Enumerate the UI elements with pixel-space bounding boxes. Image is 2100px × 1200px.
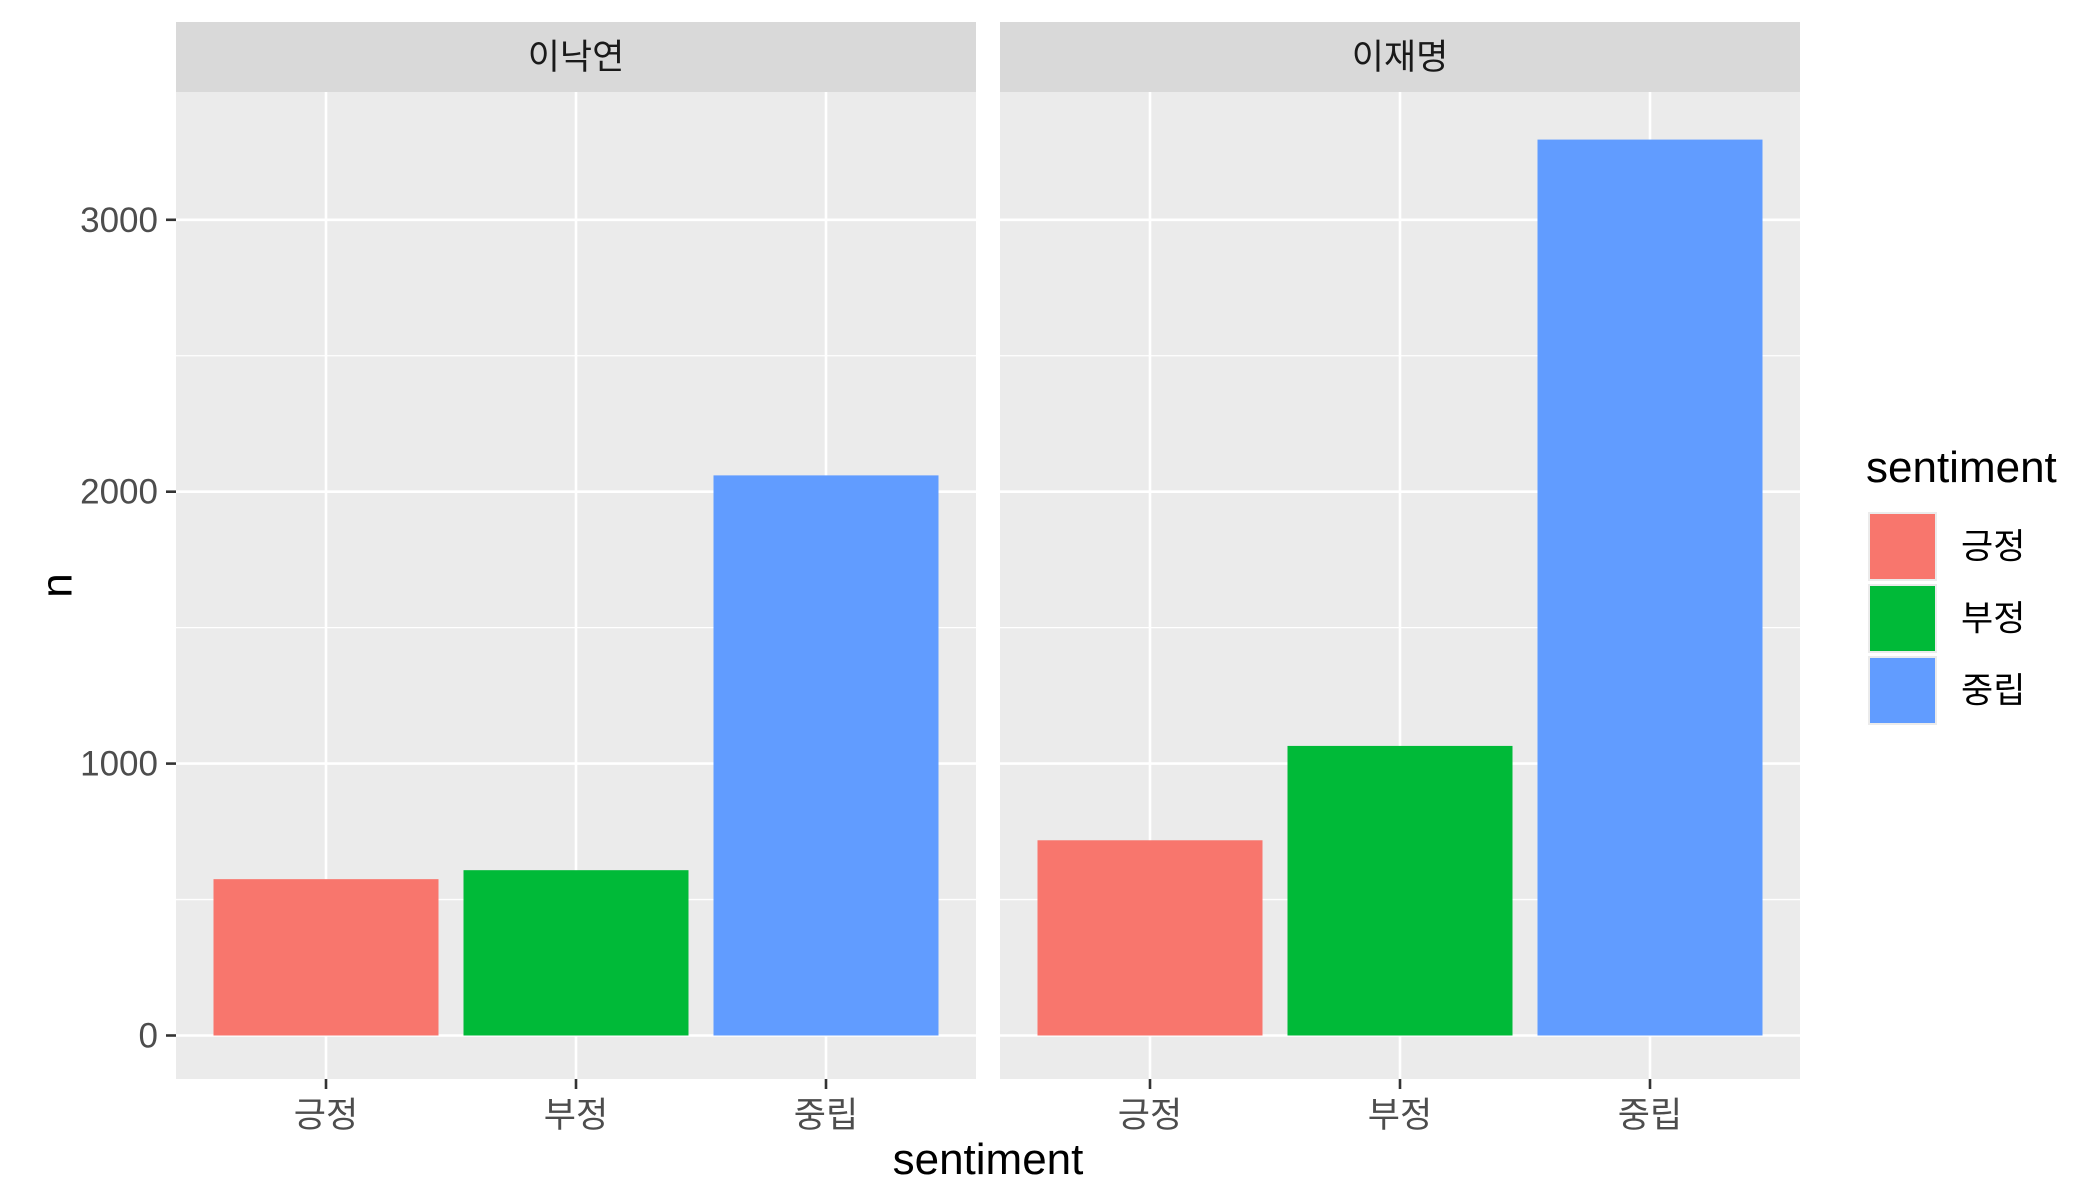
x-tick-label: 부정	[544, 1096, 608, 1135]
bar-중립	[713, 475, 939, 1036]
legend-label: 긍정	[1961, 528, 2025, 567]
bar-긍정	[1037, 840, 1263, 1036]
bar-긍정	[213, 879, 439, 1036]
legend-key-부정	[1870, 586, 1935, 651]
facet-strip-label: 이재명	[1352, 38, 1449, 77]
legend-title: sentiment	[1866, 443, 2057, 492]
x-axis-title: sentiment	[893, 1135, 1084, 1184]
bar-중립	[1537, 139, 1763, 1036]
y-axis-title: n	[32, 573, 81, 597]
x-tick-label: 중립	[1618, 1096, 1682, 1135]
y-tick-label: 0	[139, 1016, 158, 1055]
x-tick-label: 긍정	[1118, 1096, 1182, 1135]
legend-key-긍정	[1870, 514, 1935, 579]
legend-key-중립	[1870, 658, 1935, 723]
bar-부정	[1287, 745, 1513, 1036]
y-tick-label: 2000	[80, 473, 158, 512]
y-axis: 0 1000 2000 3000	[80, 201, 176, 1055]
bar-부정	[463, 870, 689, 1036]
facet-strip	[1000, 22, 1800, 92]
facet-strip-label: 이낙연	[528, 38, 625, 77]
legend-label: 중립	[1961, 672, 2025, 711]
legend-label: 부정	[1961, 600, 2025, 639]
y-tick-label: 1000	[80, 745, 158, 784]
x-tick-label: 중립	[794, 1096, 858, 1135]
y-tick-label: 3000	[80, 201, 158, 240]
x-tick-label: 긍정	[294, 1096, 358, 1135]
x-tick-label: 부정	[1368, 1096, 1432, 1135]
facet-strip	[176, 22, 976, 92]
